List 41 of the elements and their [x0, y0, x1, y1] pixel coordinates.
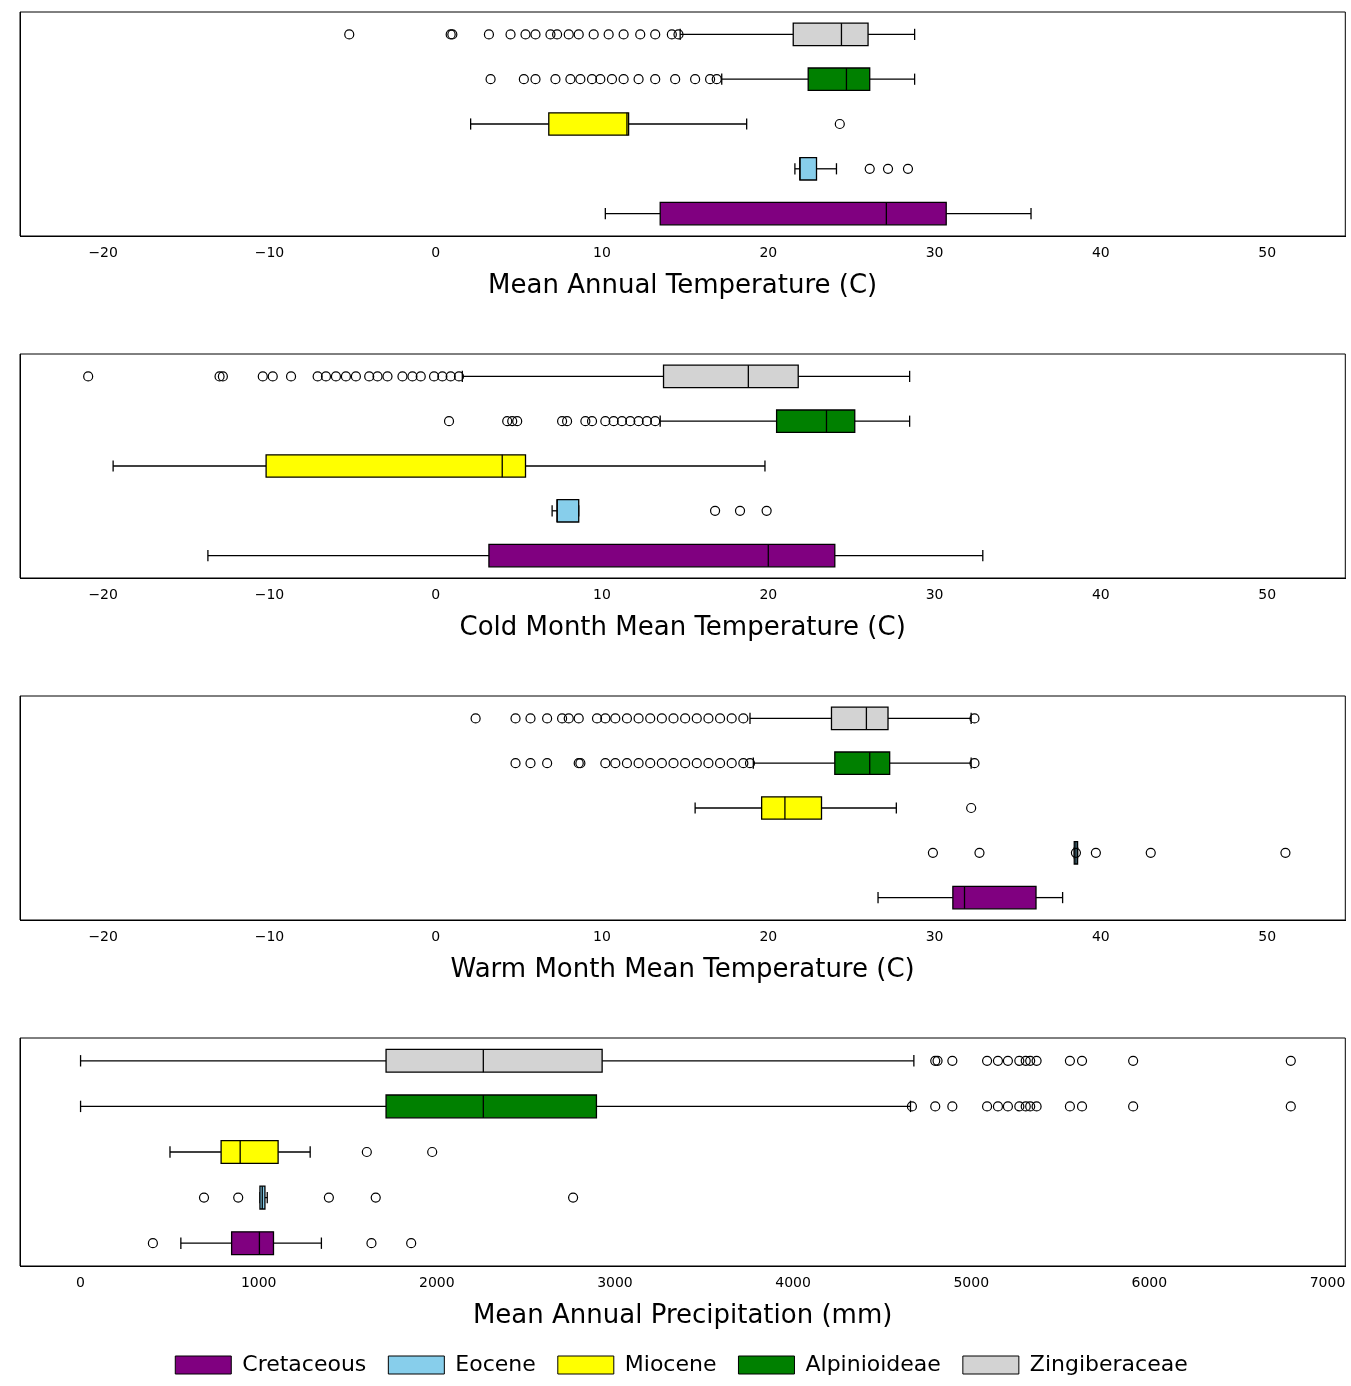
x-tick-label: 7000 [1309, 1274, 1346, 1291]
x-axis-title: Mean Annual Temperature (C) [488, 269, 878, 300]
x-tick-label: 20 [759, 586, 778, 603]
x-tick-label: −20 [88, 244, 118, 261]
legend-label: Alpinioideae [805, 1350, 941, 1376]
x-tick-label: 40 [1091, 586, 1110, 603]
x-tick-label: −20 [88, 928, 118, 945]
x-tick-label: 10 [593, 586, 611, 603]
x-tick-label: 3000 [597, 1274, 633, 1291]
x-tick-label: 40 [1091, 928, 1110, 945]
x-tick-label: 0 [431, 586, 441, 603]
legend-label: Cretaceous [242, 1350, 367, 1376]
x-tick-label: 4000 [775, 1274, 811, 1291]
x-tick-label: 40 [1091, 244, 1110, 261]
legend-label: Eocene [455, 1350, 536, 1376]
x-tick-label: 0 [76, 1274, 86, 1291]
x-tick-label: 30 [925, 586, 944, 603]
x-tick-label: 20 [759, 928, 778, 945]
x-tick-label: 0 [431, 244, 441, 261]
x-tick-label: 0 [431, 928, 441, 945]
legend-label: Miocene [624, 1350, 717, 1376]
x-tick-label: 50 [1258, 586, 1277, 603]
x-tick-label: 30 [925, 244, 944, 261]
x-tick-label: 10 [593, 244, 611, 261]
legend-label: Zingiberaceae [1029, 1350, 1188, 1376]
x-tick-label: −10 [254, 928, 285, 945]
x-tick-label: 6000 [1131, 1274, 1168, 1291]
x-tick-label: −20 [88, 586, 118, 603]
x-tick-label: −10 [254, 244, 285, 261]
x-tick-label: 2000 [419, 1274, 455, 1291]
x-tick-label: 1000 [240, 1274, 277, 1291]
x-tick-label: 50 [1258, 928, 1277, 945]
x-axis-title: Cold Month Mean Temperature (C) [459, 611, 906, 642]
x-tick-label: 10 [593, 928, 611, 945]
x-tick-label: 50 [1258, 244, 1277, 261]
x-tick-label: 5000 [953, 1274, 990, 1291]
x-axis-title: Warm Month Mean Temperature (C) [450, 953, 915, 984]
x-tick-label: −10 [254, 586, 285, 603]
x-tick-label: 30 [925, 928, 944, 945]
x-tick-label: 20 [759, 244, 778, 261]
x-axis-title: Mean Annual Precipitation (mm) [472, 1299, 893, 1330]
